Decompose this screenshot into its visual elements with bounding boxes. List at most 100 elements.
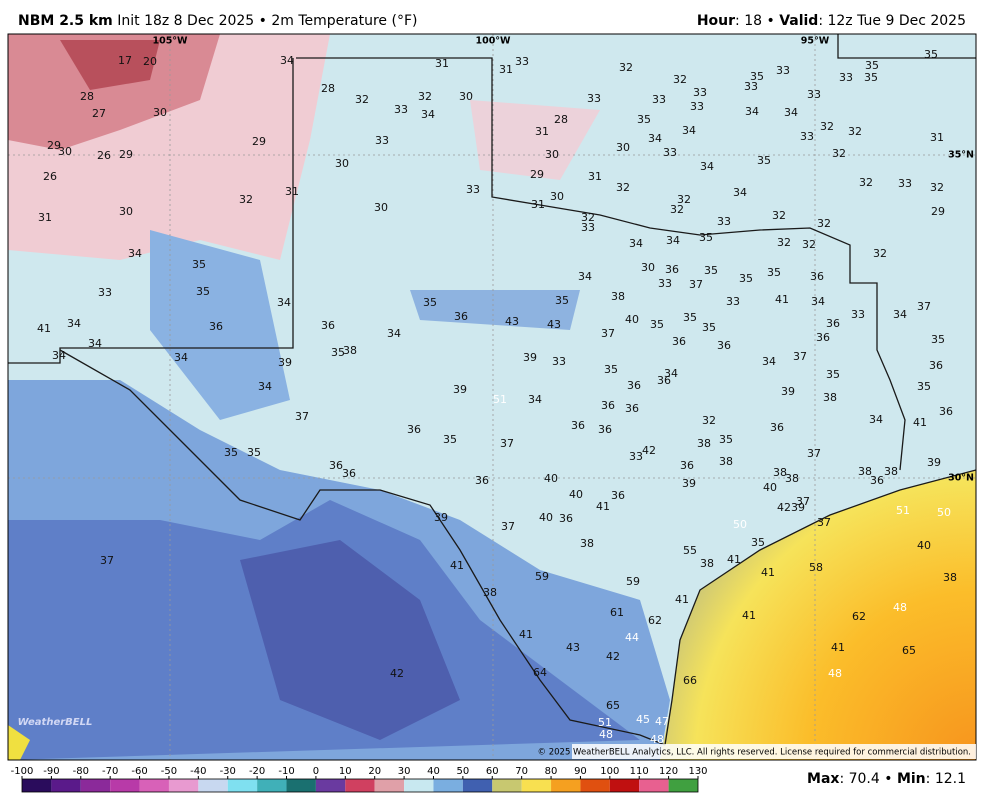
map-label: 29 (530, 168, 544, 181)
map-label: 55 (683, 544, 697, 557)
map-label: 33 (726, 295, 740, 308)
map-label: 36 (601, 399, 615, 412)
map-label: 37 (689, 278, 703, 291)
map-label: 30 (153, 106, 167, 119)
map-label: 30 (374, 201, 388, 214)
map-label: 34 (578, 270, 592, 283)
map-label: 41 (775, 293, 789, 306)
map-label: 39 (434, 511, 448, 524)
map-label: 41 (742, 609, 756, 622)
map-label: 33 (851, 308, 865, 321)
map-label: 34 (682, 124, 696, 137)
map-label: 48 (893, 601, 907, 614)
map-label: 38 (823, 391, 837, 404)
map-label: 32 (832, 147, 846, 160)
map-label: 44 (625, 631, 639, 644)
map-label: 50 (733, 518, 747, 531)
map-label: 35 (192, 258, 206, 271)
map-label: 41 (519, 628, 533, 641)
map-label: 35 (637, 113, 651, 126)
colorbar-tick-label: 10 (339, 766, 352, 777)
map-label: 32 (355, 93, 369, 106)
map-label: 41 (913, 416, 927, 429)
map-label: 34 (258, 380, 272, 393)
map-label: 29 (252, 135, 266, 148)
colorbar-tick-label: -50 (161, 766, 177, 777)
colorbar-segment (580, 779, 610, 792)
colorbar-tick-label: 130 (688, 766, 707, 777)
colorbar-tick-label: 120 (659, 766, 678, 777)
header-part: Max (807, 771, 839, 787)
header-part: Min (897, 771, 926, 787)
map-label: 35 (751, 536, 765, 549)
map-label: 33 (466, 183, 480, 196)
map-label: 31 (930, 131, 944, 144)
map-label: 33 (744, 80, 758, 93)
map-label: 31 (588, 170, 602, 183)
colorbar-tick-label: 100 (600, 766, 619, 777)
colorbar-segment (257, 779, 287, 792)
map-label: 34 (528, 393, 542, 406)
header-right: Hour: 18 • Valid: 12z Tue 9 Dec 2025 (697, 13, 966, 29)
map-label: 36 (816, 331, 830, 344)
map-label: 32 (581, 211, 595, 224)
map-label: 28 (554, 113, 568, 126)
map-label: 35 (719, 433, 733, 446)
colorbar-segment (110, 779, 140, 792)
map-label: 32 (859, 176, 873, 189)
map-label: 32 (848, 125, 862, 138)
map-label: 32 (616, 181, 630, 194)
map-label: 34 (174, 351, 188, 364)
map-label: 33 (581, 221, 595, 234)
map-label: 36 (929, 359, 943, 372)
map-label: 41 (761, 566, 775, 579)
map-label: 38 (483, 586, 497, 599)
map-label: 51 (598, 716, 612, 729)
map-label: 36 (870, 474, 884, 487)
map-label: 40 (569, 488, 583, 501)
colorbar-segment (139, 779, 169, 792)
map-label: 38 (719, 455, 733, 468)
map-label: 34 (733, 186, 747, 199)
map-label: 35 (331, 346, 345, 359)
map-label: 36 (826, 317, 840, 330)
map-label: 36 (627, 379, 641, 392)
colorbar-tick-label: -70 (102, 766, 118, 777)
map-label: 33 (690, 100, 704, 113)
colorbar-tick-label: 40 (427, 766, 440, 777)
map-label: 34 (128, 247, 142, 260)
map-label: 41 (831, 641, 845, 654)
colorbar-tick-label: -40 (190, 766, 206, 777)
map-label: 35 (865, 59, 879, 72)
map-label: 30 (119, 205, 133, 218)
map-label: 34 (52, 349, 66, 362)
map-label: 37 (100, 554, 114, 567)
map-label: 34 (784, 106, 798, 119)
colorbar-segment (80, 779, 111, 792)
map-label: 35 (683, 311, 697, 324)
map-label: 34 (869, 413, 883, 426)
map-label: 35 (739, 272, 753, 285)
map-label: 47 (655, 715, 669, 728)
map-label: 58 (809, 561, 823, 574)
colorbar-tick-label: 70 (515, 766, 528, 777)
map-label: 28 (321, 82, 335, 95)
map-label: 36 (342, 467, 356, 480)
map-label: 38 (785, 472, 799, 485)
map-label: 34 (629, 237, 643, 250)
map-label: 32 (418, 90, 432, 103)
header-part: : 12.1 (926, 771, 966, 787)
map-label: 30 (641, 261, 655, 274)
header-part: : 70.4 • (839, 771, 897, 787)
map-label: 33 (587, 92, 601, 105)
map-label: 41 (37, 322, 51, 335)
header-part: : 12z Tue 9 Dec 2025 (818, 13, 966, 29)
map-label: 65 (606, 699, 620, 712)
colorbar-tick-label: 60 (486, 766, 499, 777)
map-label: 36 (770, 421, 784, 434)
map-label: 27 (92, 107, 106, 120)
stats: Max: 70.4 • Min: 12.1 (807, 771, 966, 787)
map-label: 32 (670, 203, 684, 216)
map-label: 36 (717, 339, 731, 352)
lon-label: 95°W (801, 36, 830, 47)
